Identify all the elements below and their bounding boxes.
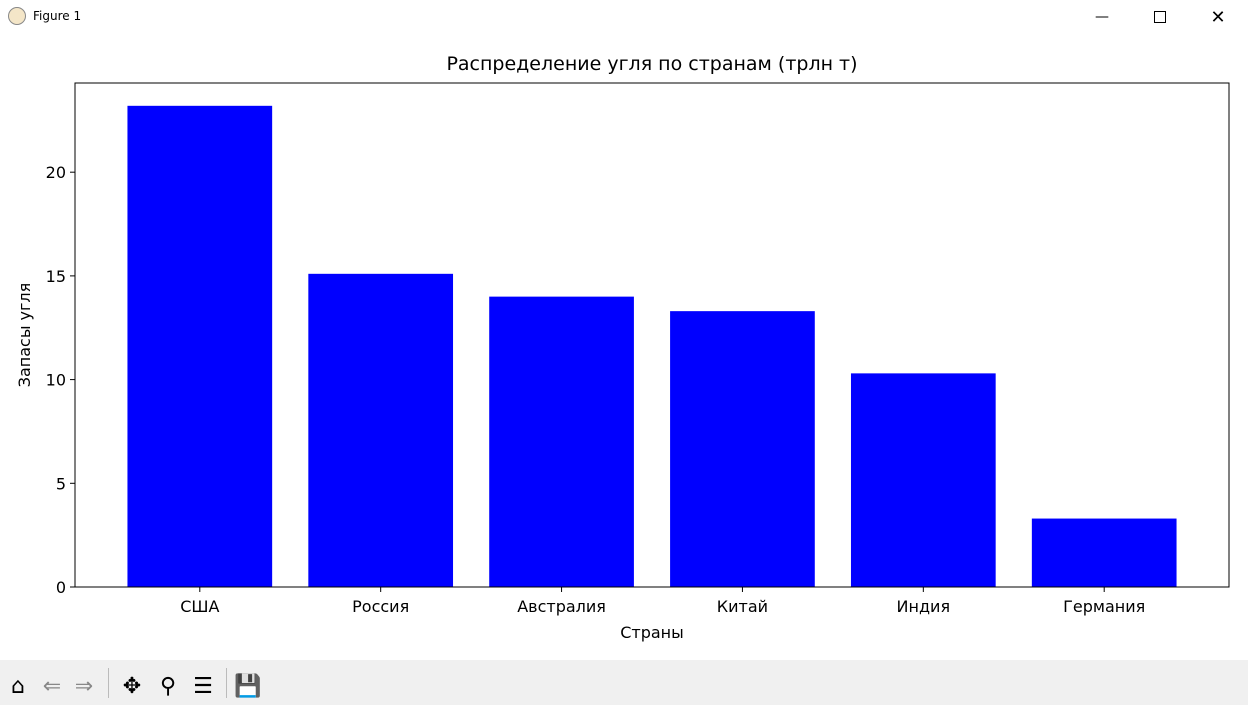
minimize-button[interactable]: — [1095, 9, 1109, 25]
title-bar: Figure 1 — ✕ [0, 0, 1248, 34]
zoom-button[interactable]: ⚲ [159, 673, 177, 699]
y-tick-label: 10 [46, 371, 66, 390]
x-tick-label: Германия [1063, 597, 1145, 616]
y-axis-label: Запасы угля [15, 283, 34, 388]
bar [489, 296, 634, 587]
forward-button[interactable]: ⇒ [74, 673, 94, 699]
y-tick-label: 5 [56, 474, 66, 493]
x-tick-label: США [180, 597, 219, 616]
maximize-button[interactable] [1137, 0, 1183, 34]
chart-title: Распределение угля по странам (трлн т) [446, 53, 857, 75]
navigation-toolbar [0, 660, 1248, 705]
back-button[interactable]: ⇐ [42, 673, 62, 699]
y-tick-label: 15 [46, 267, 66, 286]
bar [308, 273, 454, 587]
axes-frame [74, 82, 1230, 588]
x-tick-label: Китай [717, 597, 768, 616]
x-tick-label: Россия [352, 597, 409, 616]
configure-button[interactable]: ☰ [193, 673, 213, 699]
close-button[interactable]: ✕ [1210, 6, 1226, 28]
pan-button[interactable]: ✥ [122, 673, 142, 699]
bar [127, 105, 273, 587]
x-tick-label: Индия [897, 597, 951, 616]
bar-chart: Распределение угля по странам (трлн т) С… [15, 53, 1230, 642]
bar [1031, 518, 1177, 587]
bar [670, 311, 815, 587]
window-title: Figure 1 [33, 9, 82, 23]
x-axis-label: Страны [620, 623, 684, 642]
toolbar-separator [226, 668, 227, 698]
x-tick-label: Австралия [517, 597, 606, 616]
app-logo-icon [8, 7, 26, 25]
bar [850, 373, 996, 587]
save-button[interactable]: 💾 [234, 673, 262, 699]
home-button[interactable]: ⌂ [11, 673, 25, 699]
y-tick-label: 0 [56, 578, 66, 597]
toolbar-separator [108, 668, 109, 698]
y-tick-label: 20 [46, 163, 66, 182]
